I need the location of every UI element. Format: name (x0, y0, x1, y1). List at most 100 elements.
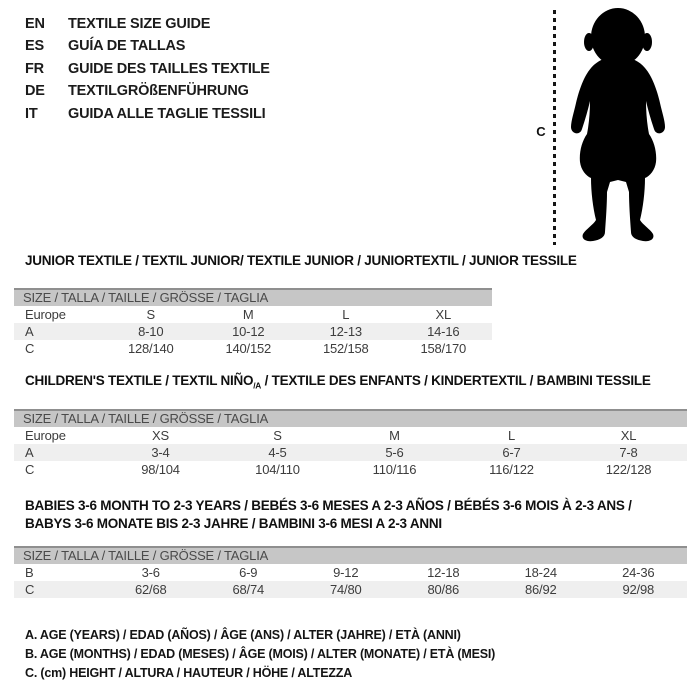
height-measure-line (553, 10, 556, 245)
table-cell: XL (435, 307, 451, 322)
language-code: FR (25, 60, 44, 77)
row-label: A (25, 444, 34, 460)
table-cell: 6-7 (502, 444, 521, 460)
size-header-band: SIZE / TALLA / TAILLE / GRÖSSE / TAGLIA (14, 288, 492, 306)
row-label: B (25, 565, 34, 580)
table-cell: 128/140 (127, 341, 174, 356)
guide-title: TEXTILGRÖßENFÜHRUNG (68, 83, 249, 100)
row-label: A (25, 324, 34, 339)
heading-text: BABYS 3-6 MONATE BIS 2-3 JAHRE / BAMBINI… (25, 516, 442, 531)
table-cell: 3-4 (151, 444, 170, 460)
table-cell: 3-6 (141, 565, 160, 580)
section-heading: JUNIOR TEXTILE / TEXTIL JUNIOR/ TEXTILE … (25, 252, 577, 270)
row-label: C (25, 582, 35, 597)
table-cell: 9-12 (333, 565, 359, 580)
heading-text: BABIES 3-6 MONTH TO 2-3 YEARS / BEBÉS 3-… (25, 498, 632, 513)
size-table: SIZE / TALLA / TAILLE / GRÖSSE / TAGLIA E… (14, 408, 687, 478)
heading-text: / TEXTILE DES ENFANTS / KINDERTEXTIL / B… (261, 373, 651, 388)
table-row: C 98/104 104/110 110/116 116/122 122/128 (14, 461, 687, 478)
heading-text: CHILDREN'S TEXTILE / TEXTIL NIÑO (25, 373, 254, 388)
size-header-band: SIZE / TALLA / TAILLE / GRÖSSE / TAGLIA (14, 408, 687, 427)
section-heading: BABIES 3-6 MONTH TO 2-3 YEARS / BEBÉS 3-… (25, 497, 687, 515)
table-row: Europe S M L XL (14, 306, 492, 323)
legend-note: C. (cm) HEIGHT / ALTURA / HAUTEUR / HÖHE… (25, 666, 353, 680)
table-cell: 140/152 (225, 341, 272, 356)
section-babies: BABIES 3-6 MONTH TO 2-3 YEARS / BEBÉS 3-… (14, 497, 687, 598)
table-cell: 74/80 (329, 582, 362, 597)
language-code: DE (25, 83, 45, 100)
table-cell: 116/122 (489, 461, 534, 477)
table-cell: 68/74 (232, 582, 265, 597)
table-cell: 18-24 (524, 565, 557, 580)
language-row: FR GUIDE DES TAILLES TEXTILE (25, 58, 270, 80)
language-row: EN TEXTILE SIZE GUIDE (25, 13, 270, 35)
table-cell: 5-6 (385, 444, 404, 460)
table-row: C 128/140 140/152 152/158 158/170 (14, 340, 492, 357)
language-row: IT GUIDA ALLE TAGLIE TESSILI (25, 103, 270, 125)
size-header-band: SIZE / TALLA / TAILLE / GRÖSSE / TAGLIA (14, 546, 687, 564)
table-cell: 104/110 (255, 461, 300, 477)
table-cell: S (273, 427, 282, 443)
row-label: Europe (25, 307, 66, 322)
table-cell: 122/128 (605, 461, 652, 477)
table-cell: 24-36 (622, 565, 655, 580)
table-cell: L (342, 307, 350, 322)
table-row: Europe XS S M L XL (14, 427, 687, 444)
guide-title: TEXTILE SIZE GUIDE (68, 16, 211, 32)
language-code: EN (25, 16, 45, 32)
section-heading: BABYS 3-6 MONATE BIS 2-3 JAHRE / BAMBINI… (25, 515, 687, 533)
legend-note: B. AGE (MONTHS) / EDAD (MESES) / ÂGE (MO… (25, 647, 496, 661)
table-cell: XS (152, 427, 169, 443)
size-table: SIZE / TALLA / TAILLE / GRÖSSE / TAGLIA B… (14, 546, 687, 598)
table-cell: 7-8 (619, 444, 638, 460)
table-cell: 86/92 (524, 582, 557, 597)
table-cell: S (146, 307, 156, 322)
table-cell: 8-10 (138, 324, 164, 339)
table-cell: 12-18 (427, 565, 460, 580)
table-cell: M (242, 307, 254, 322)
heading-text: JUNIOR TEXTILE / TEXTIL JUNIOR/ TEXTILE … (25, 253, 577, 268)
table-cell: 6-9 (239, 565, 258, 580)
table-cell: 152/158 (322, 341, 369, 356)
table-row: A 8-10 10-12 12-13 14-16 (14, 323, 492, 340)
table-cell: 158/170 (420, 341, 467, 356)
table-cell: 12-13 (329, 324, 362, 339)
table-cell: 14-16 (427, 324, 460, 339)
section-heading-wrap: JUNIOR TEXTILE / TEXTIL JUNIOR/ TEXTILE … (14, 252, 577, 270)
height-measure-label: C (536, 124, 546, 139)
size-table: SIZE / TALLA / TAILLE / GRÖSSE / TAGLIA E… (14, 288, 492, 357)
table-cell: 98/104 (141, 461, 180, 477)
table-row: A 3-4 4-5 5-6 6-7 7-8 (14, 443, 687, 461)
table-cell: 110/116 (372, 461, 417, 477)
language-row: DE TEXTILGRÖßENFÜHRUNG (25, 80, 270, 102)
table-cell: XL (620, 427, 637, 443)
guide-title: GUIDE DES TAILLES TEXTILE (68, 60, 270, 77)
guide-title: GUÍA DE TALLAS (68, 38, 186, 55)
table-cell: 10-12 (232, 324, 265, 339)
table-cell: L (507, 427, 516, 443)
language-code: ES (25, 38, 44, 55)
table-row: B 3-6 6-9 9-12 12-18 18-24 24-36 (14, 564, 687, 581)
table-cell: 80/86 (427, 582, 460, 597)
legend-note: A. AGE (YEARS) / EDAD (AÑOS) / ÂGE (ANS)… (25, 628, 461, 642)
table-cell: 4-5 (268, 444, 287, 460)
baby-silhouette-icon (571, 8, 665, 242)
language-title-list: EN TEXTILE SIZE GUIDE ES GUÍA DE TALLAS FR GU… (25, 13, 270, 125)
section-heading: CHILDREN'S TEXTILE / TEXTIL NIÑO/A / TEX… (25, 372, 687, 395)
table-cell: 92/98 (622, 582, 655, 597)
section-heading-wrap: CHILDREN'S TEXTILE / TEXTIL NIÑO/A / TEX… (14, 372, 687, 395)
language-code: IT (25, 105, 38, 122)
table-row: C 62/68 68/74 74/80 80/86 86/92 92/98 (14, 581, 687, 598)
language-row: ES GUÍA DE TALLAS (25, 35, 270, 57)
table-cell: 62/68 (134, 582, 167, 597)
legend-notes: A. AGE (YEARS) / EDAD (AÑOS) / ÂGE (ANS)… (25, 626, 495, 683)
section-junior: JUNIOR TEXTILE / TEXTIL JUNIOR/ TEXTILE … (14, 252, 577, 357)
row-label: C (25, 461, 35, 477)
row-label: Europe (25, 427, 66, 443)
section-children: CHILDREN'S TEXTILE / TEXTIL NIÑO/A / TEX… (14, 372, 687, 478)
row-label: C (25, 341, 35, 356)
guide-title: GUIDA ALLE TAGLIE TESSILI (68, 105, 266, 122)
heading-text: /A (253, 380, 262, 391)
table-cell: M (389, 427, 400, 443)
